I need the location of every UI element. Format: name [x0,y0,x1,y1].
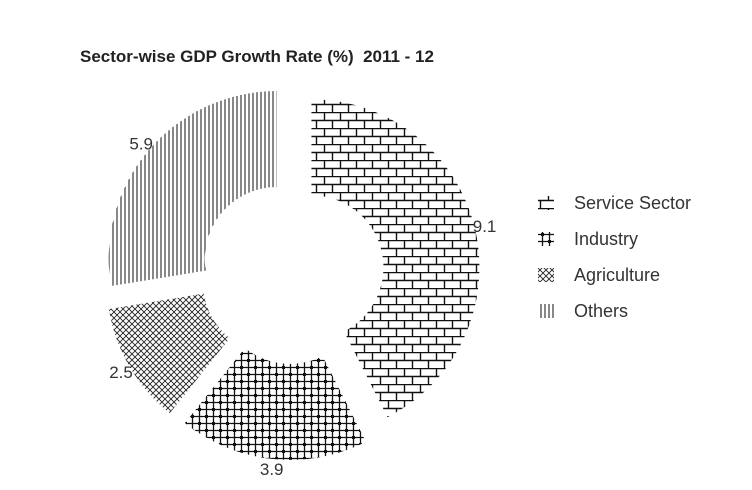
data-label-industry: 3.9 [260,460,284,479]
legend-label-others: Others [574,301,628,321]
legend-swatch-service-sector [538,196,554,210]
legend-swatch-industry [538,232,554,246]
legend-label-agriculture: Agriculture [574,265,660,285]
legend-item-industry: Industry [538,229,638,249]
data-label-service-sector: 9.1 [473,217,497,236]
data-label-others: 5.9 [129,135,153,154]
legend-item-others: Others [538,301,628,321]
legend-item-agriculture: Agriculture [538,265,660,285]
legend-label-industry: Industry [574,229,638,249]
slice-service-sector [311,99,480,418]
legend-swatch-others [538,304,554,318]
legend-swatch-agriculture [538,268,554,282]
data-label-agriculture: 2.5 [109,363,133,382]
chart-title: Sector-wise GDP Growth Rate (%) 2011 - 1… [80,47,434,66]
slice-others [108,91,277,287]
legend-item-service-sector: Service Sector [538,193,691,213]
legend-label-service-sector: Service Sector [574,193,691,213]
slice-industry [184,348,366,460]
slice-agriculture [108,293,230,414]
